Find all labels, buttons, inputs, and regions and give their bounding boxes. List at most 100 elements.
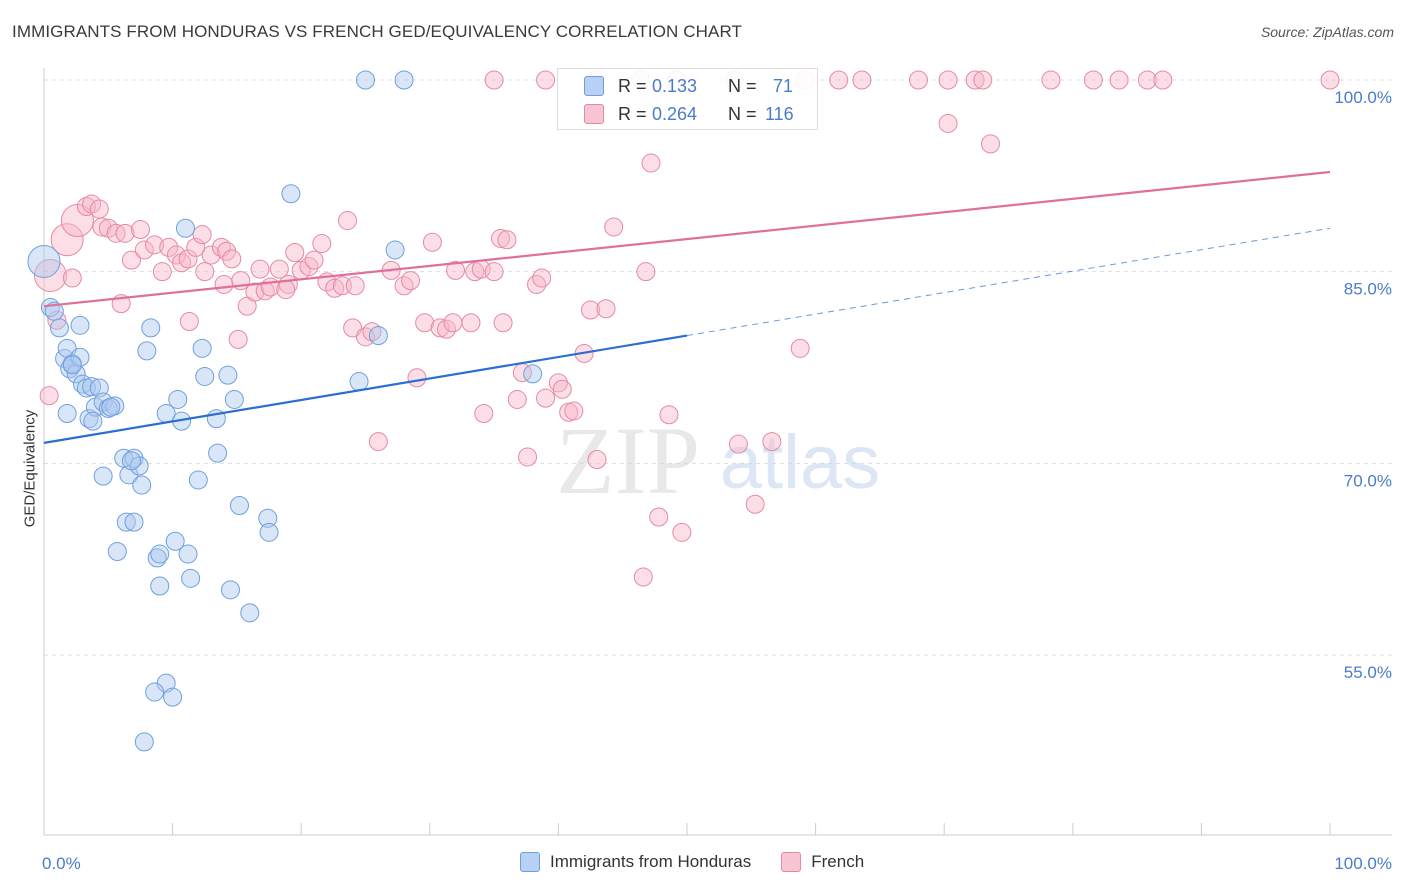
data-point-honduras — [145, 682, 165, 702]
data-point-honduras — [240, 603, 260, 623]
data-point-french — [532, 268, 552, 288]
data-point-french — [938, 70, 958, 90]
chart-source: Source: ZipAtlas.com — [1260, 24, 1394, 40]
data-point-french — [195, 262, 215, 282]
data-point-french — [186, 237, 206, 257]
data-point-honduras — [107, 542, 127, 561]
data-point-honduras — [40, 297, 60, 317]
data-point-french — [250, 259, 270, 279]
data-point-honduras — [349, 372, 369, 392]
data-point-french — [152, 262, 172, 282]
data-point-french — [121, 250, 141, 270]
data-point-french — [536, 388, 556, 408]
stats-box: R = 0.133 N = 71 R = 0.264 N = 116 — [557, 68, 818, 130]
watermark-zip: ZIP — [556, 407, 700, 514]
data-point-french — [192, 225, 212, 245]
data-point-french — [134, 240, 154, 260]
data-point-french — [633, 567, 653, 587]
data-point-honduras — [192, 338, 212, 358]
data-point-honduras — [356, 70, 375, 90]
data-point-honduras — [163, 687, 183, 707]
data-point-french — [446, 260, 466, 280]
legend-swatch-honduras — [520, 852, 540, 872]
data-point-french — [552, 379, 572, 399]
data-point-honduras — [70, 347, 90, 367]
data-point-french — [178, 249, 198, 269]
stats-r-label: R = — [618, 103, 647, 124]
data-point-french — [407, 368, 427, 388]
data-point-french — [1137, 70, 1157, 90]
data-point-honduras — [259, 522, 279, 542]
data-point-french — [228, 329, 248, 349]
data-point-honduras — [89, 378, 109, 398]
data-point-honduras — [101, 397, 121, 417]
data-point-honduras — [93, 466, 113, 486]
data-point-french — [130, 220, 150, 239]
data-point-french — [461, 313, 481, 333]
data-point-honduras — [83, 411, 103, 431]
data-point-french — [394, 276, 414, 296]
data-point-honduras — [168, 389, 188, 409]
data-point-french — [790, 338, 810, 358]
data-point-honduras — [49, 318, 69, 338]
y-tick-label: 100.0% — [1334, 88, 1392, 107]
data-point-honduras — [116, 512, 136, 532]
data-point-french — [222, 249, 242, 269]
data-point-french — [908, 70, 928, 90]
data-point-honduras — [175, 218, 195, 238]
data-point-honduras — [82, 377, 102, 397]
data-point-french — [1153, 70, 1173, 90]
data-point-honduras — [195, 366, 215, 386]
data-point-french — [325, 278, 345, 298]
data-point-french — [641, 153, 661, 173]
data-point-french — [484, 70, 504, 90]
legend-label-french: French — [811, 852, 865, 871]
data-point-french — [659, 405, 679, 425]
data-point-french — [938, 113, 958, 133]
data-point-french — [269, 259, 289, 279]
stats-n-value: 116 — [765, 103, 794, 124]
data-point-french — [345, 276, 365, 296]
watermark: ZIP atlas — [556, 407, 880, 514]
data-point-french — [745, 494, 765, 514]
data-point-honduras — [70, 315, 90, 335]
data-point-french — [50, 223, 84, 257]
series-honduras-points — [27, 70, 543, 752]
data-point-french — [649, 507, 669, 527]
y-tick-label: 85.0% — [1344, 280, 1392, 299]
data-point-french — [115, 223, 135, 243]
stats-n-value: 71 — [773, 75, 794, 96]
data-point-french — [728, 434, 748, 454]
data-point-french — [255, 281, 275, 301]
data-point-french — [1041, 70, 1061, 90]
data-point-honduras — [178, 544, 198, 564]
data-point-honduras — [188, 470, 208, 490]
data-point-french — [401, 271, 421, 291]
data-point-french — [507, 389, 527, 409]
x-tick-label: 0.0% — [42, 854, 81, 873]
data-point-honduras — [165, 531, 185, 551]
data-point-french — [145, 235, 165, 255]
data-point-french — [62, 268, 82, 288]
data-point-honduras — [134, 732, 154, 752]
data-point-french — [422, 232, 442, 252]
legend-item-french: French — [781, 852, 864, 872]
data-point-french — [39, 386, 59, 406]
data-point-french — [493, 313, 513, 333]
data-point-honduras — [385, 240, 405, 260]
data-point-french — [159, 237, 179, 257]
stats-r-value: 0.133 — [652, 75, 698, 96]
data-point-french — [484, 262, 504, 282]
data-point-french — [518, 447, 538, 467]
legend-item-honduras: Immigrants from Honduras — [520, 852, 751, 872]
stats-n-label: N = — [728, 103, 757, 124]
data-point-french — [299, 257, 319, 277]
data-point-french — [179, 312, 199, 331]
data-point-honduras — [229, 496, 249, 515]
stats-r-value: 0.264 — [652, 103, 698, 124]
stats-r-label: R = — [618, 75, 647, 96]
data-point-honduras — [121, 451, 141, 471]
data-point-french — [443, 313, 463, 333]
data-point-honduras — [132, 475, 152, 495]
